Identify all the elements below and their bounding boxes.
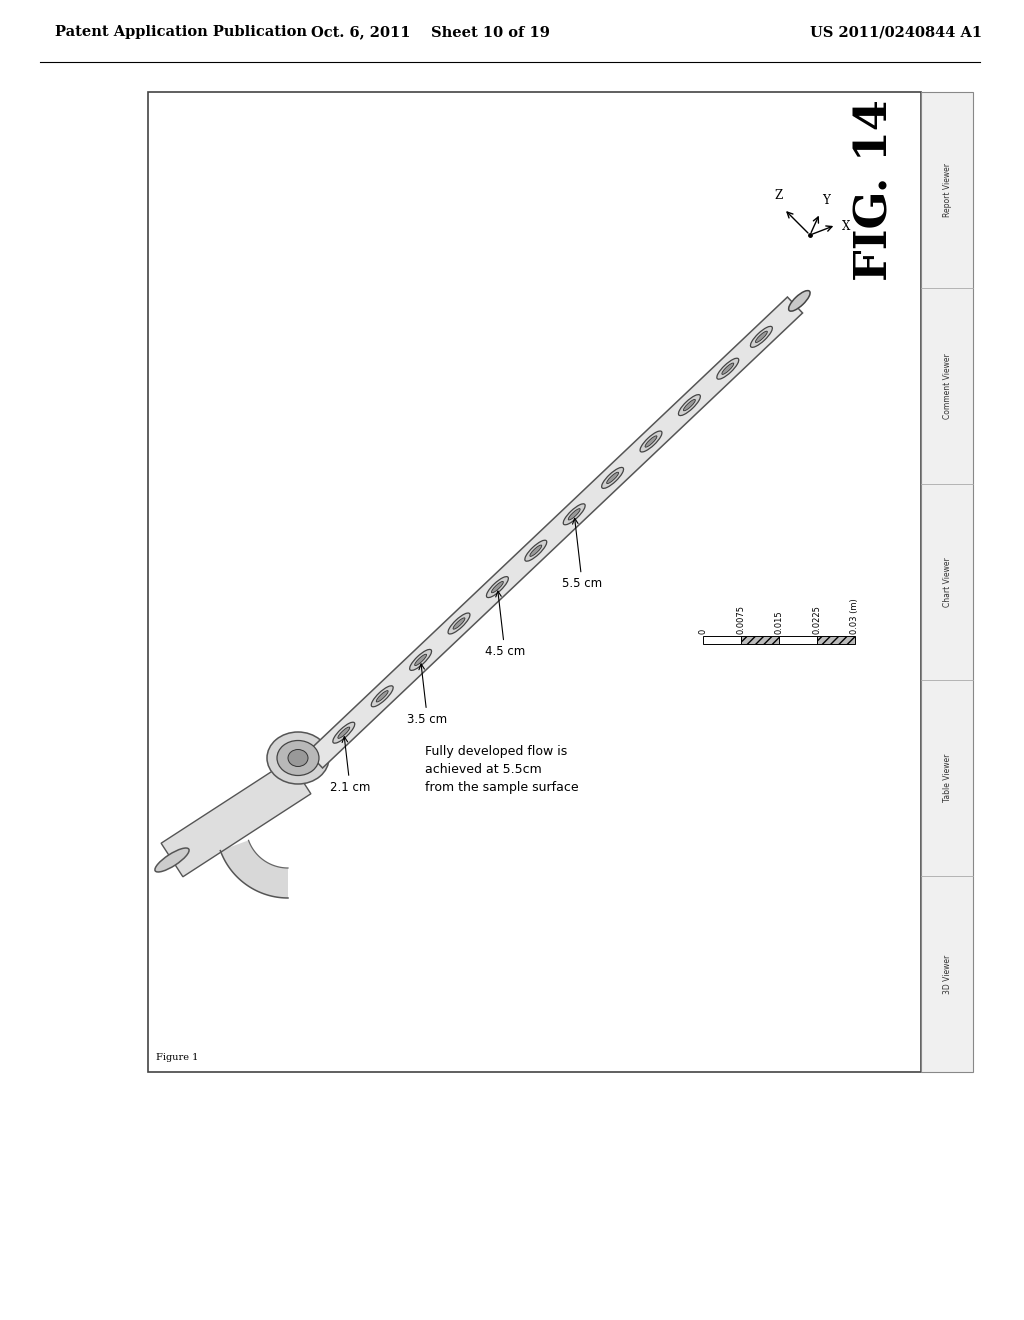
Bar (817, 636, 855, 644)
Polygon shape (220, 841, 288, 898)
Ellipse shape (683, 400, 695, 411)
Ellipse shape (372, 686, 393, 706)
Bar (779, 636, 817, 644)
Text: Fully developed flow is
achieved at 5.5cm
from the sample surface: Fully developed flow is achieved at 5.5c… (425, 744, 579, 795)
Ellipse shape (563, 504, 585, 525)
Ellipse shape (333, 722, 354, 743)
Ellipse shape (278, 741, 319, 776)
Ellipse shape (788, 290, 810, 312)
Text: 0.03 (m): 0.03 (m) (851, 598, 859, 634)
Ellipse shape (410, 649, 431, 671)
Ellipse shape (449, 612, 470, 634)
Text: 4.5 cm: 4.5 cm (484, 591, 525, 659)
Bar (921, 92, 973, 1072)
Text: Patent Application Publication: Patent Application Publication (55, 25, 307, 40)
Text: Oct. 6, 2011    Sheet 10 of 19: Oct. 6, 2011 Sheet 10 of 19 (310, 25, 550, 40)
Ellipse shape (717, 358, 738, 379)
Ellipse shape (525, 540, 547, 561)
Ellipse shape (645, 436, 657, 447)
Polygon shape (307, 297, 803, 768)
Text: Y: Y (822, 194, 829, 207)
Ellipse shape (155, 847, 189, 873)
Ellipse shape (486, 577, 508, 598)
Text: Z: Z (775, 189, 783, 202)
Ellipse shape (722, 363, 734, 375)
Text: 0.0225: 0.0225 (812, 605, 821, 634)
Bar (741, 636, 779, 644)
Ellipse shape (529, 545, 542, 556)
Text: 3.5 cm: 3.5 cm (408, 664, 447, 726)
Bar (703, 636, 741, 644)
Text: 0.015: 0.015 (774, 610, 783, 634)
Text: 3D Viewer: 3D Viewer (942, 954, 951, 994)
Ellipse shape (376, 690, 388, 702)
Text: FIG. 14: FIG. 14 (853, 99, 896, 281)
Text: 2.1 cm: 2.1 cm (330, 737, 371, 793)
Polygon shape (161, 760, 311, 876)
Text: Figure 1: Figure 1 (156, 1053, 199, 1063)
Ellipse shape (568, 508, 581, 520)
Ellipse shape (338, 727, 350, 738)
Text: 0: 0 (698, 628, 708, 634)
Text: Comment Viewer: Comment Viewer (942, 354, 951, 418)
Text: Table Viewer: Table Viewer (942, 754, 951, 803)
Ellipse shape (267, 733, 329, 784)
Ellipse shape (640, 432, 662, 451)
Text: X: X (842, 220, 850, 234)
Bar (148, 92, 921, 1072)
Ellipse shape (288, 750, 308, 767)
Text: US 2011/0240844 A1: US 2011/0240844 A1 (810, 25, 982, 40)
Ellipse shape (756, 331, 767, 342)
Ellipse shape (415, 655, 427, 665)
Text: 0.0075: 0.0075 (736, 605, 745, 634)
Ellipse shape (606, 473, 618, 483)
Ellipse shape (602, 467, 624, 488)
Ellipse shape (751, 326, 772, 347)
Text: 5.5 cm: 5.5 cm (562, 519, 602, 590)
Ellipse shape (453, 618, 465, 630)
Text: Report Viewer: Report Viewer (942, 162, 951, 216)
Text: Chart Viewer: Chart Viewer (942, 557, 951, 607)
Ellipse shape (492, 581, 504, 593)
Ellipse shape (679, 395, 700, 416)
